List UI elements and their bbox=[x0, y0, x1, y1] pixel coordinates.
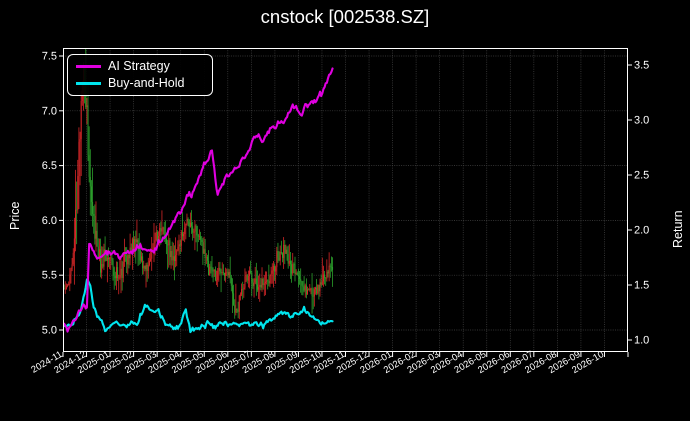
svg-text:1.0: 1.0 bbox=[634, 335, 649, 347]
svg-text:2.0: 2.0 bbox=[634, 225, 649, 237]
svg-text:2.5: 2.5 bbox=[634, 170, 649, 182]
svg-text:5.0: 5.0 bbox=[42, 325, 57, 337]
svg-text:6.0: 6.0 bbox=[42, 215, 57, 227]
svg-text:3.5: 3.5 bbox=[634, 60, 649, 72]
svg-text:7.5: 7.5 bbox=[42, 51, 57, 63]
svg-text:6.5: 6.5 bbox=[42, 160, 57, 172]
svg-text:5.5: 5.5 bbox=[42, 270, 57, 282]
svg-text:3.0: 3.0 bbox=[634, 115, 649, 127]
svg-text:7.0: 7.0 bbox=[42, 105, 57, 117]
svg-text:1.5: 1.5 bbox=[634, 280, 649, 292]
